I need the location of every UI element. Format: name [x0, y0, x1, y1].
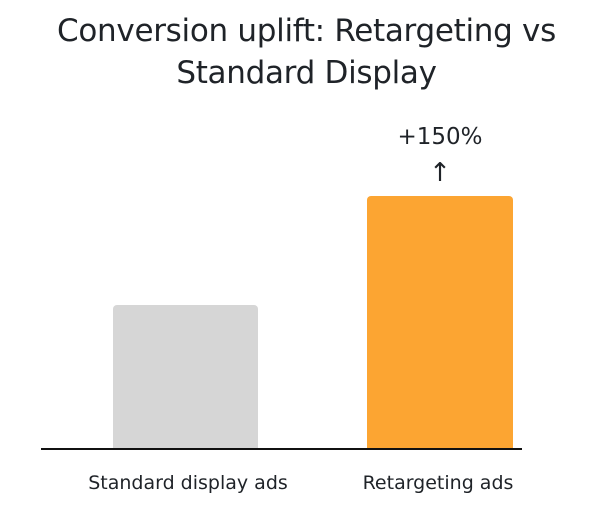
x-axis-line [41, 448, 522, 450]
chart-title-line2: Standard Display [176, 55, 437, 91]
chart-title: Conversion uplift: Retargeting vs Standa… [0, 10, 613, 94]
x-label-standard: Standard display ads [88, 472, 288, 494]
bar-standard-display [113, 305, 258, 449]
up-arrow-icon: ↑ [429, 158, 451, 188]
uplift-annotation: +150% [397, 124, 483, 150]
bar-retargeting [367, 196, 513, 449]
x-label-retargeting: Retargeting ads [362, 472, 514, 494]
chart-title-line1: Conversion uplift: Retargeting vs [57, 13, 556, 49]
